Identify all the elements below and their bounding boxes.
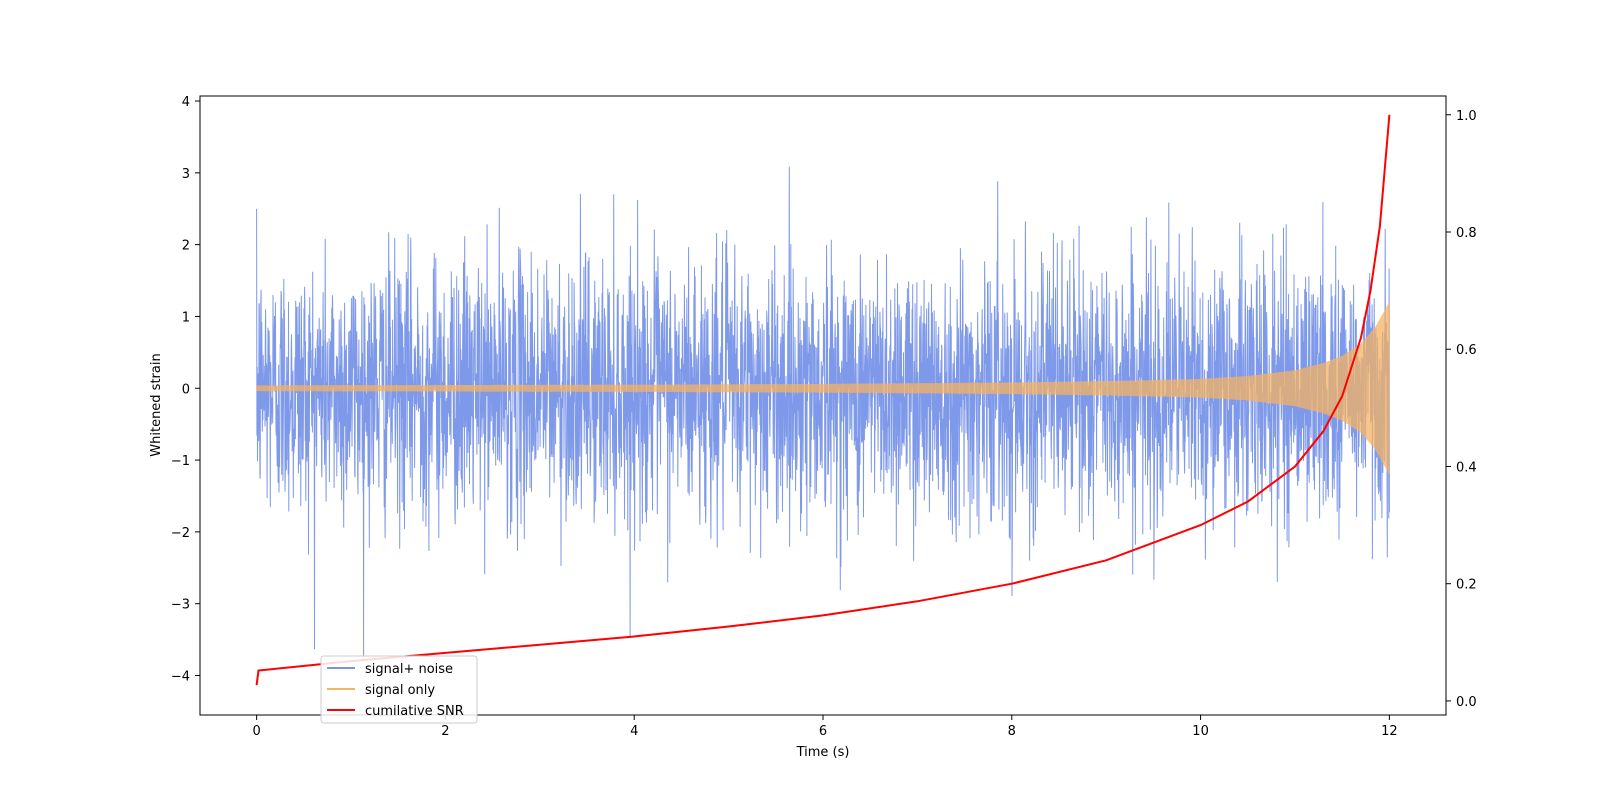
y-tick-label: −1 <box>171 454 190 469</box>
y-axis-label: Whitened strain <box>149 353 164 456</box>
y2-tick-label: 0.4 <box>1456 460 1477 475</box>
x-tick-label: 4 <box>630 724 638 739</box>
y-tick-label: −4 <box>171 670 190 685</box>
plot-area <box>255 114 1391 686</box>
legend-label-signal-noise: signal+ noise <box>365 662 453 677</box>
x-tick-label: 6 <box>819 724 827 739</box>
series-signal-only-line <box>256 302 1390 474</box>
legend-label-cumulative-snr: cumilative SNR <box>365 704 464 719</box>
y-tick-label: 2 <box>182 239 190 254</box>
x-tick-label: 8 <box>1008 724 1016 739</box>
y-tick-label: 1 <box>182 310 190 325</box>
x-tick-label: 10 <box>1192 724 1209 739</box>
legend-box <box>320 655 478 724</box>
y-tick-label: −3 <box>171 598 190 613</box>
legend: signal+ noise signal only cumilative SNR <box>320 655 478 724</box>
y-tick-label: −2 <box>171 526 190 541</box>
series-signal-noise-line <box>256 166 1390 660</box>
y2-tick-label: 0.2 <box>1456 578 1477 593</box>
y-tick-label: 0 <box>182 382 190 397</box>
legend-label-signal-only: signal only <box>365 683 435 698</box>
series-layer <box>255 114 1391 686</box>
x-tick-label: 0 <box>252 724 260 739</box>
y-axis-right: 0.0 0.2 0.4 0.6 0.8 1.0 <box>1446 109 1477 710</box>
y-axis-left: −4 −3 −2 −1 0 1 2 3 4 <box>171 95 200 685</box>
x-axis-label: Time (s) <box>796 745 850 760</box>
y2-tick-label: 0.6 <box>1456 343 1477 358</box>
y2-tick-label: 1.0 <box>1456 109 1477 124</box>
y-tick-label: 3 <box>182 167 190 182</box>
series-cumulative-snr-line <box>255 114 1391 686</box>
x-tick-label: 2 <box>441 724 449 739</box>
y-tick-label: 4 <box>182 95 190 110</box>
y2-tick-label: 0.8 <box>1456 226 1477 241</box>
y2-tick-label: 0.0 <box>1456 695 1477 710</box>
x-tick-label: 12 <box>1381 724 1398 739</box>
